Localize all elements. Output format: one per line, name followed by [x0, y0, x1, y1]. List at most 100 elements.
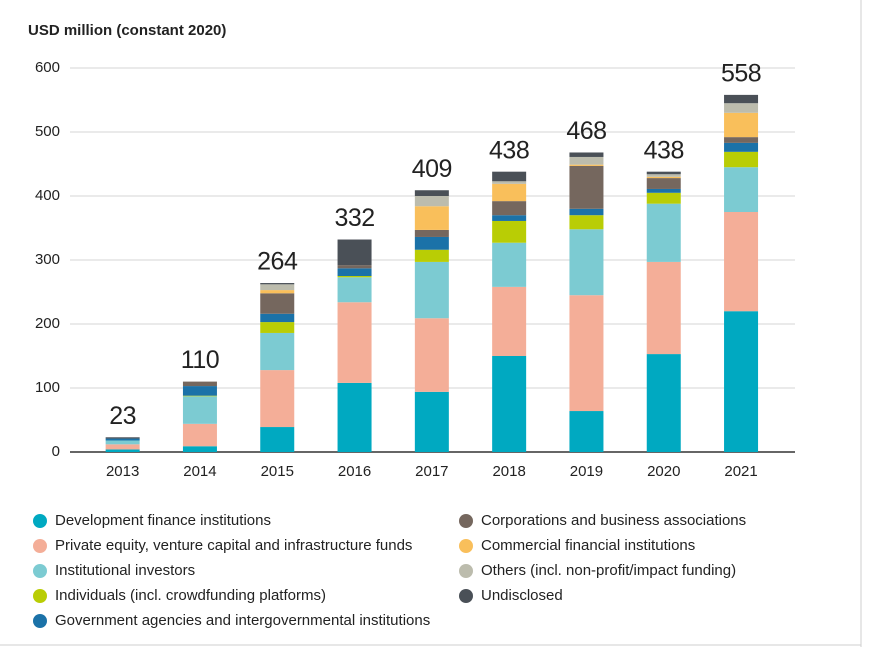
- bar-segment: [492, 356, 527, 452]
- total-label: 110: [181, 346, 219, 374]
- total-label: 332: [334, 204, 374, 232]
- y-tick-label: 200: [35, 315, 60, 332]
- legend-marker: [33, 514, 47, 528]
- bar-segment: [492, 286, 527, 356]
- bar-segment: [260, 290, 295, 294]
- bar-segment: [646, 261, 681, 355]
- x-tick-label: 2018: [492, 463, 525, 480]
- bar-segment: [260, 283, 295, 285]
- legend-marker: [459, 589, 473, 603]
- bar-segment: [182, 395, 217, 397]
- bar-segment: [646, 171, 681, 175]
- total-label: 23: [109, 402, 136, 430]
- total-label: 264: [257, 248, 298, 276]
- bar-segment: [337, 276, 372, 278]
- bar-segment: [260, 322, 295, 333]
- bar-segment: [492, 171, 527, 182]
- bar-segment: [337, 268, 372, 276]
- y-tick-label: 300: [35, 251, 60, 268]
- bar-segment: [182, 423, 217, 447]
- legend-label: Undisclosed: [481, 587, 563, 604]
- bar-segment: [724, 94, 759, 104]
- bar-segment: [492, 242, 527, 287]
- legend-label: Government agencies and intergovernmenta…: [55, 612, 430, 629]
- legend-marker: [33, 564, 47, 578]
- x-tick-label: 2021: [724, 463, 757, 480]
- x-tick-label: 2015: [261, 463, 294, 480]
- bar-segment: [646, 354, 681, 452]
- bar-segment: [724, 167, 759, 212]
- x-tick-label: 2020: [647, 463, 680, 480]
- y-tick-label: 600: [35, 59, 60, 76]
- bar-segment: [724, 103, 759, 113]
- legend-marker: [33, 614, 47, 628]
- bar-segment: [569, 156, 604, 165]
- bar-segment: [646, 192, 681, 204]
- bar-segment: [182, 396, 217, 424]
- x-tick-label: 2017: [415, 463, 448, 480]
- total-label: 409: [412, 155, 452, 183]
- legend-marker: [459, 514, 473, 528]
- bar-segment: [260, 284, 295, 291]
- bar-segment: [569, 152, 604, 157]
- bar-segment: [492, 201, 527, 216]
- bar-segment: [182, 381, 217, 387]
- total-label: 558: [721, 59, 761, 87]
- bar-segment: [646, 203, 681, 262]
- x-tick-label: 2016: [338, 463, 371, 480]
- bar-segment: [646, 188, 681, 193]
- bar-segment: [569, 215, 604, 230]
- bar-segment: [105, 449, 140, 452]
- legend-label: Development finance institutions: [55, 512, 271, 529]
- legend-marker: [33, 539, 47, 553]
- bar-segment: [260, 427, 295, 452]
- bar-segment: [414, 236, 449, 250]
- axis-title: USD million (constant 2020): [28, 22, 226, 39]
- bar-segment: [105, 438, 140, 441]
- y-tick-label: 100: [35, 379, 60, 396]
- bar-segment: [105, 440, 140, 445]
- bar-segment: [569, 208, 604, 216]
- total-label: 468: [566, 117, 606, 145]
- bar-segment: [569, 411, 604, 452]
- bar-segment: [646, 178, 681, 189]
- x-tick-label: 2019: [570, 463, 603, 480]
- bar-segment: [260, 293, 295, 314]
- bar-segment: [414, 196, 449, 207]
- bar-segment: [337, 302, 372, 383]
- bar-segment: [569, 164, 604, 166]
- total-label: 438: [489, 136, 529, 164]
- legend-label: Private equity, venture capital and infr…: [55, 537, 412, 554]
- bar-segment: [337, 277, 372, 303]
- bar-segment: [492, 215, 527, 221]
- legend-label: Others (incl. non-profit/impact funding): [481, 562, 736, 579]
- bar-segment: [569, 165, 604, 209]
- bar-segment: [646, 174, 681, 177]
- y-tick-label: 0: [52, 443, 60, 460]
- bar-segment: [105, 444, 140, 450]
- bar-segment: [414, 249, 449, 262]
- bar-segment: [724, 112, 759, 138]
- bar-segment: [414, 391, 449, 452]
- bar-segment: [724, 137, 759, 143]
- bar-segment: [414, 261, 449, 319]
- legend-label: Commercial financial institutions: [481, 537, 695, 554]
- y-tick-label: 400: [35, 187, 60, 204]
- y-tick-label: 500: [35, 123, 60, 140]
- bar-segment: [724, 311, 759, 452]
- legend-marker: [459, 564, 473, 578]
- bar-segment: [724, 151, 759, 168]
- bar-segment: [414, 206, 449, 230]
- bar-segment: [260, 313, 295, 323]
- bar-segment: [260, 332, 295, 371]
- legend-marker: [459, 539, 473, 553]
- bar-segment: [414, 229, 449, 237]
- x-tick-label: 2013: [106, 463, 139, 480]
- total-label: 438: [644, 136, 684, 164]
- bar-segment: [182, 386, 217, 396]
- bar-segment: [414, 190, 449, 196]
- bar-segment: [182, 446, 217, 452]
- legend-label: Individuals (incl. crowdfunding platform…: [55, 587, 326, 604]
